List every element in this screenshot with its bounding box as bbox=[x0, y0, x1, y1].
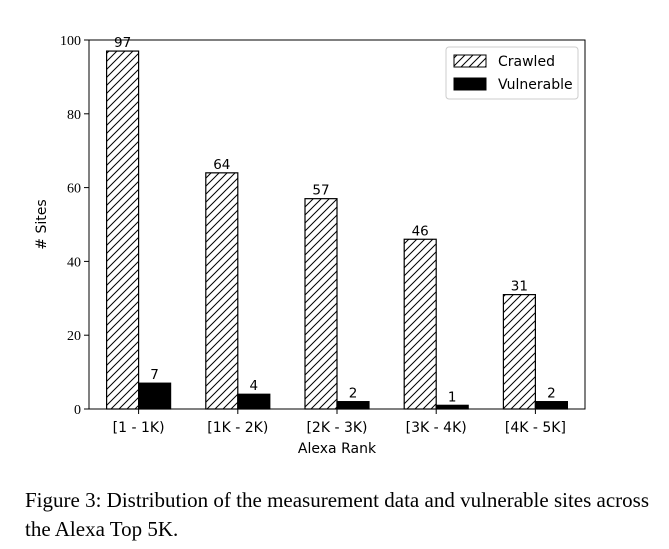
legend-label-vulnerable: Vulnerable bbox=[498, 77, 573, 93]
legend-swatch-crawled bbox=[453, 54, 487, 68]
bar-crawled-3 bbox=[403, 238, 437, 410]
y-axis-label: # Sites bbox=[34, 199, 50, 249]
data-label-crawled-3: 46 bbox=[412, 223, 429, 239]
x-axis-label: Alexa Rank bbox=[298, 441, 377, 457]
bar-vulnerable-2 bbox=[336, 401, 370, 410]
y-tick-label: 20 bbox=[67, 329, 81, 344]
bar-vulnerable-0 bbox=[138, 382, 172, 410]
y-tick-label: 60 bbox=[67, 182, 81, 197]
legend: Crawled Vulnerable bbox=[445, 46, 579, 100]
data-label-crawled-2: 57 bbox=[312, 183, 329, 199]
data-label-crawled-1: 64 bbox=[213, 157, 230, 173]
x-tick-label: [4K - 5K] bbox=[505, 420, 566, 436]
figure-caption: Figure 3: Distribution of the measuremen… bbox=[25, 488, 650, 541]
x-tick-label: [1K - 2K) bbox=[207, 420, 268, 436]
y-tick-label: 40 bbox=[67, 255, 81, 270]
data-label-crawled-0: 97 bbox=[114, 35, 131, 51]
chart-marks: 97 7 64 4 57 2 46 1 31 2 bbox=[105, 35, 569, 410]
bar-crawled-2 bbox=[304, 198, 338, 410]
y-axis: 0 20 40 60 80 100 bbox=[60, 34, 89, 418]
bar-chart: 97 7 64 4 57 2 46 1 31 2 0 20 40 60 80 100 [1 - 1K) [1K… bbox=[34, 34, 586, 457]
y-tick-label: 0 bbox=[74, 403, 81, 418]
x-tick-label: [3K - 4K) bbox=[406, 420, 467, 436]
legend-label-crawled: Crawled bbox=[498, 54, 555, 70]
data-label-vulnerable-1: 4 bbox=[250, 378, 259, 394]
bar-crawled-0 bbox=[105, 50, 140, 410]
bar-vulnerable-1 bbox=[237, 393, 271, 410]
y-tick-label: 100 bbox=[60, 34, 81, 49]
x-tick-label: [2K - 3K) bbox=[306, 420, 367, 436]
bar-vulnerable-3 bbox=[435, 404, 469, 410]
data-label-vulnerable-0: 7 bbox=[150, 367, 159, 383]
y-tick-label: 80 bbox=[67, 108, 81, 123]
data-label-vulnerable-4: 2 bbox=[547, 386, 556, 402]
bar-crawled-1 bbox=[205, 172, 239, 410]
bar-crawled-4 bbox=[502, 294, 536, 410]
x-tick-label: [1 - 1K) bbox=[113, 420, 165, 436]
x-axis: [1 - 1K) [1K - 2K) [2K - 3K) [3K - 4K) [4K -… bbox=[113, 409, 566, 436]
data-label-vulnerable-2: 2 bbox=[349, 386, 358, 402]
legend-swatch-vulnerable bbox=[453, 77, 487, 91]
data-label-vulnerable-3: 1 bbox=[448, 389, 457, 405]
bar-vulnerable-4 bbox=[534, 401, 569, 410]
data-label-crawled-4: 31 bbox=[511, 279, 528, 295]
